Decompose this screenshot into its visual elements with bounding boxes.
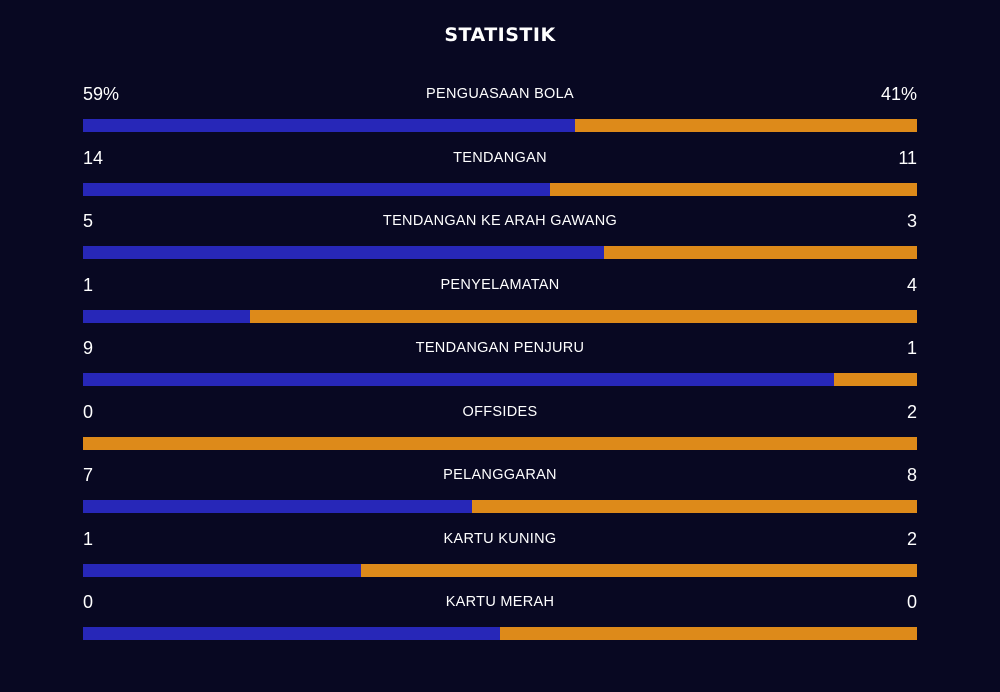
home-bar-segment (83, 627, 500, 640)
away-bar-segment (575, 119, 917, 132)
stat-row-shots-on-target: 5 TENDANGAN KE ARAH GAWANG 3 (83, 207, 917, 271)
away-bar-segment (833, 373, 917, 386)
stat-row-corners: 9 TENDANGAN PENJURU 1 (83, 334, 917, 398)
stat-label: OFFSIDES (462, 403, 538, 420)
away-value: 2 (906, 401, 917, 422)
statistics-title: STATISTIK (444, 24, 556, 46)
away-bar-segment (500, 627, 917, 640)
stat-row-saves: 1 PENYELAMATAN 4 (83, 271, 917, 335)
comparison-bar (83, 436, 917, 450)
comparison-bar (83, 182, 917, 196)
stat-row-fouls: 7 PELANGGARAN 8 (83, 461, 917, 525)
away-bar-segment (604, 246, 917, 259)
home-value: 9 (83, 338, 94, 358)
stat-label: PENGUASAAN BOLA (426, 86, 574, 102)
comparison-bar (83, 563, 917, 577)
home-bar-segment (83, 563, 361, 577)
stat-label: PELANGGARAN (443, 467, 557, 483)
away-bar-segment (472, 500, 917, 513)
away-value: 8 (906, 465, 917, 485)
stat-label: TENDANGAN KE ARAH GAWANG (382, 213, 618, 229)
away-bar-segment (360, 563, 917, 577)
comparison-bar (83, 246, 917, 259)
away-bar-segment (249, 309, 917, 323)
stat-label: TENDANGAN PENJURU (415, 340, 585, 356)
home-bar-segment (83, 309, 250, 323)
stat-label: TENDANGAN (453, 149, 547, 166)
home-value: 59% (83, 84, 120, 104)
stat-label: KARTU KUNING (443, 530, 557, 547)
home-bar-segment (83, 373, 834, 386)
home-bar-segment (83, 246, 605, 259)
away-value: 41% (880, 84, 917, 104)
statistics-list: 59% PENGUASAAN BOLA 41% 14 TENDANGAN 11 … (83, 80, 917, 652)
comparison-bar (83, 627, 917, 640)
stat-label: KARTU MERAH (445, 594, 555, 610)
away-bar-segment (83, 436, 917, 450)
home-value: 14 (83, 147, 104, 168)
stat-row-red-cards: 0 KARTU MERAH 0 (83, 588, 917, 652)
home-value: 5 (83, 211, 94, 231)
home-value: 7 (83, 465, 94, 485)
away-value: 2 (906, 528, 917, 549)
away-value: 3 (906, 211, 917, 231)
home-bar-segment (83, 119, 576, 132)
home-bar-segment (83, 182, 551, 196)
comparison-bar (83, 309, 917, 323)
stat-row-shots: 14 TENDANGAN 11 (83, 144, 917, 208)
away-value: 1 (906, 338, 917, 358)
away-value: 11 (898, 147, 917, 168)
comparison-bar (83, 500, 917, 513)
home-value: 0 (83, 401, 94, 422)
comparison-bar (83, 373, 917, 386)
stat-row-offsides: 0 OFFSIDES 2 (83, 398, 917, 462)
away-value: 0 (906, 592, 917, 612)
stat-label: PENYELAMATAN (440, 276, 560, 293)
stat-row-ball-possession: 59% PENGUASAAN BOLA 41% (83, 80, 917, 144)
home-value: 1 (83, 274, 94, 295)
home-value: 0 (83, 592, 94, 612)
home-value: 1 (83, 528, 94, 549)
comparison-bar (83, 119, 917, 132)
away-bar-segment (550, 182, 917, 196)
stat-row-yellow-cards: 1 KARTU KUNING 2 (83, 525, 917, 589)
away-value: 4 (906, 274, 917, 295)
home-bar-segment (83, 500, 473, 513)
